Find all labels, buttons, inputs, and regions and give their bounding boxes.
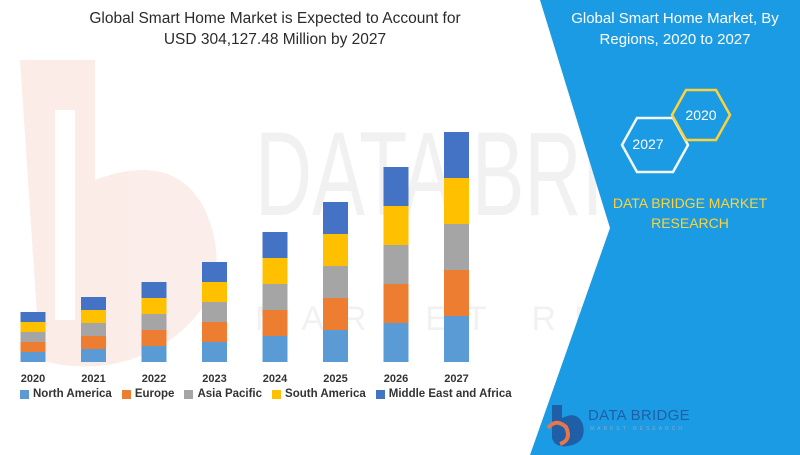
bar-segment-2023-1 [202,322,227,342]
legend-swatch [121,389,131,399]
hexagon-large-label: 2020 [685,107,717,123]
x-tick-label: 2022 [142,373,166,385]
x-tick-label: 2023 [202,373,226,385]
bar-segment-2021-0 [81,349,106,362]
bar-segment-2026-4 [383,167,409,206]
brand-name: DATA BRIDGE MARKET RESEARCH [590,193,790,233]
bar-segment-2022-1 [141,330,167,346]
legend-swatch [184,389,194,399]
bar-segment-2022-2 [141,314,167,330]
bar-segment-2021-1 [81,336,106,349]
bar-segment-2024-0 [262,336,288,362]
bar-segment-2024-3 [262,258,288,284]
legend-item: Asia Pacific [184,388,262,400]
panel-title-line-2: Regions, 2020 to 2027 [599,31,751,48]
bar-segment-2021-3 [81,310,106,323]
chart-legend: North America Europe Asia Pacific South Ame… [20,388,512,400]
legend-label: North America [33,388,112,400]
legend-swatch [272,389,282,399]
bar-segment-2024-1 [262,310,288,336]
panel-title-line-1: Global Smart Home Market, By [571,10,779,27]
bar-segment-2022-0 [141,346,167,362]
legend-item: South America [272,388,366,400]
brand-name-line-1: DATA BRIDGE MARKET [612,195,768,211]
x-tick-label: 2021 [81,373,105,385]
bar-segment-2020-3 [20,322,46,332]
legend-item: North America [20,388,112,400]
bar-segment-2025-4 [323,202,348,234]
bar-segment-2027-3 [444,178,469,224]
bar-segment-2020-0 [20,352,46,362]
bar-segment-2024-4 [262,232,288,258]
bar-segment-2024-2 [262,284,288,310]
x-tick-label: 2024 [263,373,288,385]
legend-label: Europe [134,388,175,400]
legend-item: Europe [121,388,175,400]
bar-segment-2021-2 [81,323,106,336]
legend-item: Middle East and Africa [375,388,512,400]
chart-title-line-1: Global Smart Home Market is Expected to … [89,10,461,27]
legend-swatch [375,389,385,399]
bar-segment-2026-2 [383,245,409,284]
bar-segment-2020-1 [20,342,46,352]
bar-segment-2023-0 [202,342,227,362]
legend-label: Asia Pacific [197,388,263,400]
legend-label: South America [285,388,366,400]
hexagon-large [670,88,732,142]
legend-swatch [20,389,29,399]
bar-segment-2023-3 [202,282,227,302]
bar-segment-2026-0 [383,323,409,362]
brand-name-line-2: RESEARCH [651,215,729,231]
x-tick-label: 2020 [21,373,45,385]
chart-title-line-2: USD 304,127.48 Million by 2027 [163,31,387,48]
bar-segment-2022-4 [141,282,167,298]
bar-segment-2026-3 [383,206,409,245]
logo-subtext: MARKET RESEARCH [590,426,685,432]
bar-segment-2026-1 [383,284,409,323]
bar-segment-2027-4 [444,132,469,178]
x-tick-label: 2026 [384,373,408,385]
x-tick-label: 2027 [444,373,468,385]
bar-segment-2025-3 [323,234,348,266]
bar-segment-2027-0 [444,316,469,362]
bar-segment-2022-3 [141,298,167,314]
bar-segment-2023-4 [202,262,227,282]
stacked-bar-chart: 2020 2021 2022 2023 2024 2025 2026 2027 [20,132,469,385]
bar-segment-2025-0 [323,330,348,362]
bar-segment-2021-4 [81,297,106,310]
watermark-logo [20,60,217,367]
x-tick-label: 2025 [323,373,347,385]
bar-segment-2025-1 [323,298,348,330]
panel-title: Global Smart Home Market, By Regions, 20… [560,8,790,50]
legend-label: Middle East and Africa [388,388,512,400]
chart-title: Global Smart Home Market is Expected to … [40,8,510,50]
hexagon-small-label: 2027 [632,136,664,152]
bar-segment-2027-1 [444,270,469,316]
brand-logo-icon [546,405,584,447]
bar-segment-2025-2 [323,266,348,298]
bar-segment-2027-2 [444,224,469,270]
bar-segment-2023-2 [202,302,227,322]
bar-segment-2020-4 [20,312,46,322]
right-panel [530,0,800,455]
bar-segment-2020-2 [20,332,46,342]
logo-name: DATA BRIDGE [588,407,690,424]
